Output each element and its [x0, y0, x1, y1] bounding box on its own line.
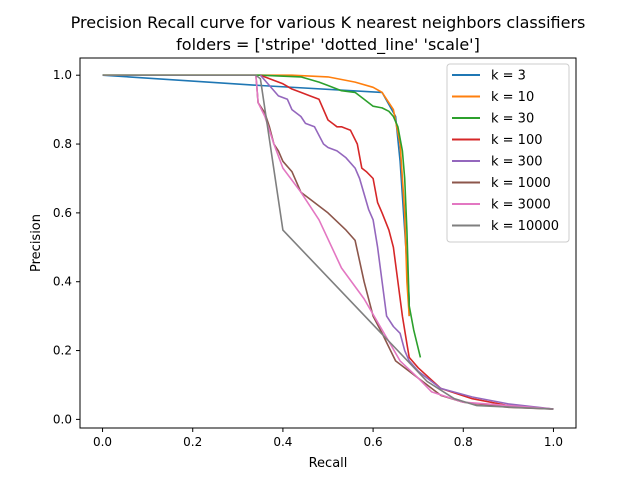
legend-label-6: k = 1000	[491, 176, 551, 191]
chart-title-line-1: Precision Recall curve for various K nea…	[71, 13, 586, 32]
x-tick-label: 0.0	[93, 435, 112, 449]
chart-title-line-2: folders = ['stripe' 'dotted_line' 'scale…	[176, 35, 480, 55]
x-tick-label: 1.0	[544, 435, 563, 449]
series-line-3	[102, 74, 422, 358]
x-tick-label: 0.8	[454, 435, 473, 449]
series-line-7	[255, 75, 554, 410]
legend-label-2: k = 10	[491, 90, 534, 105]
legend-label-7: k = 3000	[491, 198, 551, 213]
x-tick-label: 0.2	[183, 435, 202, 449]
series-line-5	[259, 74, 554, 410]
legend-label-8: k = 10000	[491, 219, 559, 234]
y-tick-label: 0.6	[53, 206, 72, 220]
legend-label-3: k = 30	[491, 112, 534, 127]
y-tick-label: 0.2	[53, 344, 72, 358]
legend-label-5: k = 300	[491, 155, 543, 170]
series-line-8	[102, 74, 554, 410]
x-axis-label: Recall	[309, 456, 348, 471]
y-tick-label: 0.8	[53, 137, 72, 151]
axis-ticks: 0.0 0.2 0.4 0.6 0.8 1.0 0.0 0.2 0.4 0.6 0.8 1.0	[53, 68, 563, 449]
legend-label-1: k = 3	[491, 69, 526, 84]
plot-area	[102, 74, 554, 410]
series-line-2	[102, 74, 410, 317]
y-axis-label: Precision	[29, 214, 44, 272]
axes-frame	[79, 57, 577, 429]
legend: k = 3 k = 10 k = 30 k = 100 k = 300 k = 1000 k…	[446, 63, 570, 243]
y-tick-label: 0.4	[53, 275, 72, 289]
legend-label-4: k = 100	[491, 133, 543, 148]
series-line-4	[260, 74, 554, 410]
x-tick-label: 0.6	[364, 435, 383, 449]
legend-box	[446, 63, 570, 243]
x-tick-label: 0.4	[273, 435, 292, 449]
y-tick-label: 0.0	[53, 412, 72, 426]
y-tick-label: 1.0	[53, 68, 72, 82]
